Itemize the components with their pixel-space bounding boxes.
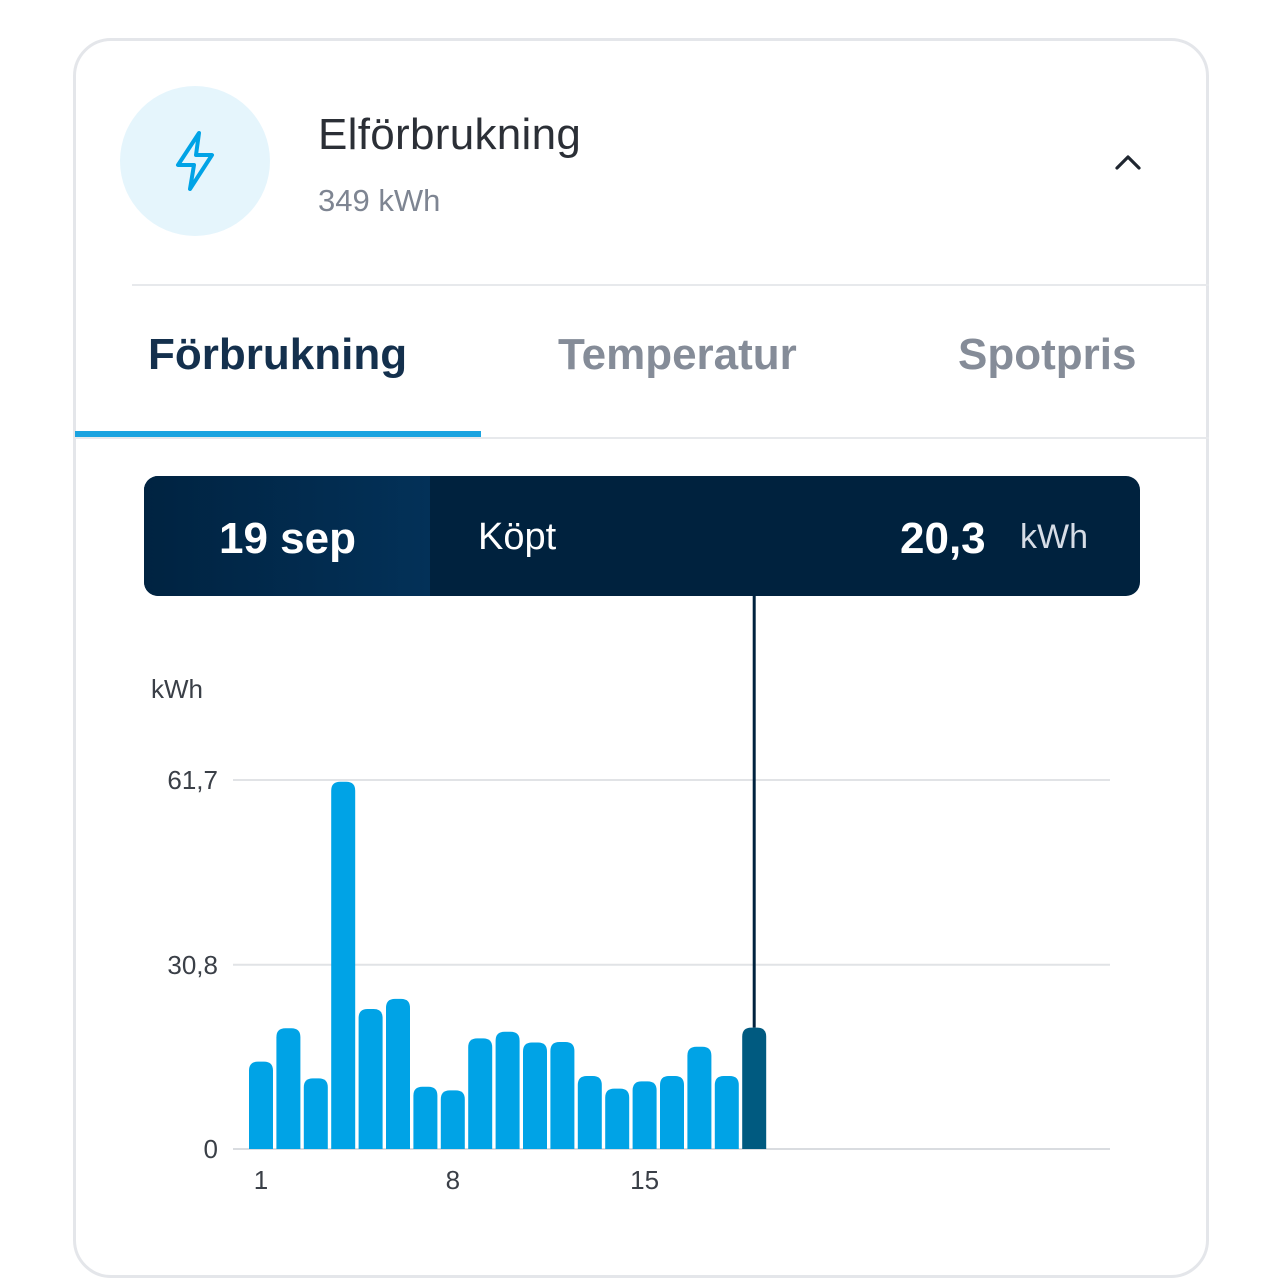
consumption-bar-chart: kWh 0 30,8 61,7 1 8 15 [151,596,1110,1195]
tab-divider [75,437,1209,439]
x-tick-label-2: 15 [630,1165,659,1195]
bar-day-12 [550,1041,575,1149]
bar-day-14 [605,1088,630,1149]
bar-day-18 [714,1076,739,1149]
bar-day-13 [577,1076,602,1149]
card-subtitle: 349 kWh [318,183,441,218]
tab-forbrukning[interactable]: Förbrukning [148,330,408,379]
y-axis-label: kWh [151,674,203,704]
lightning-bolt-glyph [176,131,214,191]
tooltip-label: Köpt [478,516,557,558]
bar-day-7 [413,1086,438,1149]
y-tick-label-0: 0 [204,1134,218,1164]
header-divider [132,284,1209,286]
bar-day-2 [276,1028,301,1149]
bar-tooltip: 19 sep Köpt 20,3 kWh [144,476,1140,596]
bar-day-9 [468,1038,493,1149]
lightning-bolt-icon [120,86,270,236]
x-tick-label-0: 1 [254,1165,268,1195]
bar-day-10 [495,1031,520,1149]
tab-temperatur[interactable]: Temperatur [558,330,797,379]
bar-day-1 [249,1061,273,1149]
tooltip-value: 20,3 [900,514,986,563]
bar-day-3 [303,1078,328,1149]
tooltip-unit: kWh [1020,518,1088,556]
bar-day-4 [331,781,356,1149]
bar-day-11 [523,1042,547,1149]
tooltip-date: 19 sep [219,514,356,563]
chevron-up-icon[interactable] [1113,147,1143,177]
tooltip-date-section [144,476,430,596]
bar-day-16 [660,1076,684,1149]
active-tab-indicator [75,431,481,437]
bar-day-8 [440,1090,465,1149]
bar-day-5 [358,1009,383,1149]
x-tick-label-1: 8 [446,1165,460,1195]
bar-day-17 [687,1046,712,1149]
y-tick-label-1: 30,8 [167,950,218,980]
bar-day-19 [742,1027,767,1149]
bar-day-6 [386,998,410,1149]
tab-spotpris[interactable]: Spotpris [958,330,1137,379]
bar-day-15 [632,1081,657,1149]
y-tick-label-2: 61,7 [167,765,218,795]
card-title: Elförbrukning [318,110,582,159]
